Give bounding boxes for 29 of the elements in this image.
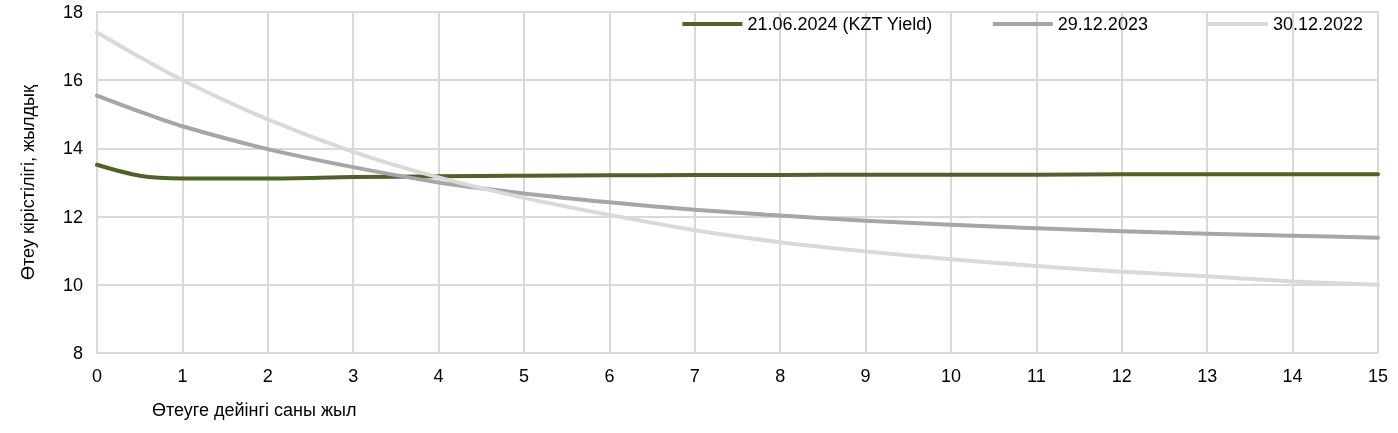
y-tick-label: 14 bbox=[62, 138, 83, 159]
x-tick-label: 8 bbox=[775, 366, 786, 386]
y-axis-title: Өтеу кірістілігі, жылдық bbox=[18, 84, 38, 280]
x-tick-label: 14 bbox=[1282, 366, 1303, 386]
x-tick-label: 11 bbox=[1027, 366, 1046, 386]
x-axis-title: Өтеуге дейінгі саны жыл bbox=[152, 400, 357, 420]
legend-label: 29.12.2023 bbox=[1057, 14, 1148, 34]
x-tick-label: 6 bbox=[604, 366, 615, 386]
x-tick-label: 13 bbox=[1197, 366, 1218, 386]
y-tick-label: 8 bbox=[72, 343, 83, 363]
y-tick-label: 16 bbox=[62, 70, 83, 91]
line-series bbox=[95, 93, 1380, 240]
x-tick-label: 5 bbox=[518, 366, 530, 386]
y-tick-label: 12 bbox=[62, 206, 83, 227]
x-tick-label: 10 bbox=[940, 366, 962, 386]
y-tick-label: 18 bbox=[62, 2, 83, 22]
line-series bbox=[95, 162, 1380, 181]
legend-label: 30.12.2022 bbox=[1272, 14, 1364, 34]
x-tick-label: 9 bbox=[860, 366, 871, 386]
x-tick-label: 1 bbox=[177, 366, 188, 386]
x-tick-label: 15 bbox=[1367, 366, 1389, 386]
x-tick-label: 4 bbox=[433, 366, 444, 386]
x-tick-label: 3 bbox=[348, 366, 359, 386]
x-tick-label: 0 bbox=[91, 366, 103, 386]
legend-label: 21.06.2024 (KZT Yield) bbox=[747, 14, 933, 34]
x-tick-label: 2 bbox=[262, 366, 273, 386]
x-tick-label: 12 bbox=[1111, 366, 1132, 386]
y-tick-label: 10 bbox=[62, 274, 83, 295]
x-tick-label: 7 bbox=[689, 366, 700, 386]
